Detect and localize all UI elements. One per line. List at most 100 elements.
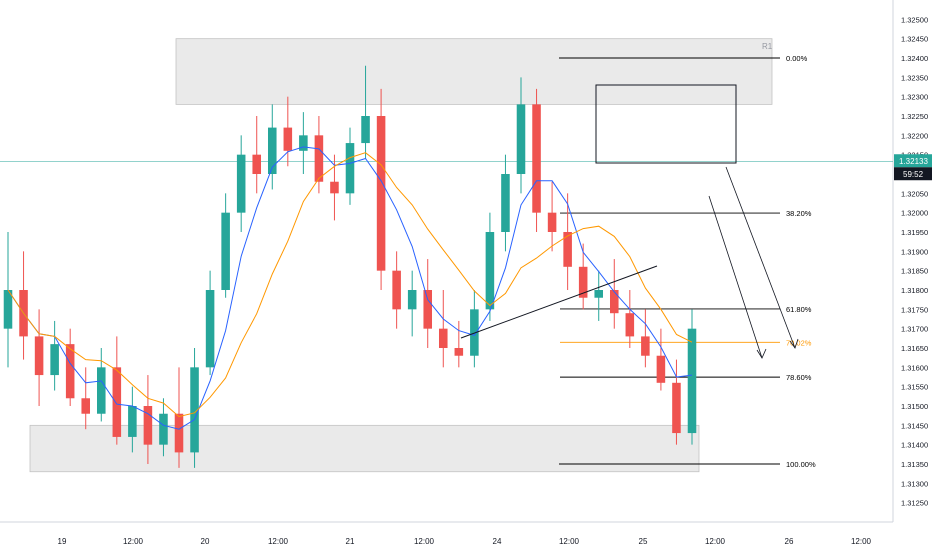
candle-body	[547, 212, 557, 232]
y-tick-label: 1.32350	[901, 73, 928, 82]
candle-body	[687, 328, 697, 434]
candle-body	[252, 154, 262, 174]
fib-level-label: 61.80%	[786, 305, 812, 314]
y-tick-label: 1.31400	[901, 441, 928, 450]
y-tick-label: 1.31600	[901, 363, 928, 372]
y-tick-label: 1.31800	[901, 286, 928, 295]
candle-body	[485, 232, 495, 310]
candle-body	[65, 344, 75, 399]
candle-body	[221, 212, 230, 290]
y-tick-label: 1.32200	[901, 131, 928, 140]
x-tick-label: 26	[785, 537, 794, 546]
y-tick-label: 1.31850	[901, 267, 928, 276]
candle-body	[330, 181, 339, 194]
candle-body	[532, 104, 541, 213]
y-tick-label: 1.31650	[901, 344, 928, 353]
candle-body	[361, 116, 370, 144]
x-tick-label: 12:00	[559, 537, 580, 546]
projection-arrow-line	[708, 195, 763, 359]
y-tick-label: 1.32400	[901, 54, 928, 63]
candle-body	[174, 413, 184, 453]
x-tick-label: 25	[639, 537, 648, 546]
y-tick-label: 1.31500	[901, 402, 928, 411]
candle-body	[376, 116, 386, 271]
fib-level-label: 38.20%	[786, 209, 812, 218]
y-tick-label: 1.32000	[901, 209, 928, 218]
candle-body	[267, 127, 277, 174]
trend-line	[460, 265, 658, 339]
fib-level-label: 70.02%	[786, 338, 812, 347]
current-price-label: 1.32133	[899, 157, 928, 166]
projection-arrow-line	[725, 166, 796, 349]
moving-average-fast	[7, 146, 693, 430]
candle-body	[438, 328, 448, 348]
candle-body	[128, 406, 137, 437]
y-tick-label: 1.31950	[901, 228, 928, 237]
candle-body	[143, 406, 153, 445]
countdown-label: 59:52	[903, 170, 924, 179]
candle-body	[3, 290, 13, 329]
candle-body	[34, 336, 44, 376]
candle-body	[407, 290, 417, 310]
y-tick-label: 1.31750	[901, 305, 928, 314]
candle-body	[423, 290, 433, 329]
candle-body	[578, 266, 588, 298]
pivot-label: R1	[762, 42, 773, 51]
candle-body	[672, 382, 681, 434]
y-tick-label: 1.31450	[901, 421, 928, 430]
candle-body	[609, 290, 619, 314]
x-tick-label: 12:00	[268, 537, 289, 546]
y-tick-label: 1.31250	[901, 499, 928, 508]
x-tick-label: 12:00	[414, 537, 435, 546]
fib-level-label: 78.60%	[786, 373, 812, 382]
projection-arrow-head	[789, 338, 799, 349]
candle-body	[112, 367, 122, 437]
candle-body	[205, 290, 215, 368]
x-tick-label: 12:00	[123, 537, 144, 546]
candle-body	[501, 174, 510, 232]
candle-body	[516, 104, 526, 174]
x-tick-label: 21	[346, 537, 355, 546]
candle-body	[96, 367, 106, 414]
candle-body	[190, 367, 199, 453]
candle-body	[563, 232, 572, 267]
x-tick-label: 12:00	[705, 537, 726, 546]
candle-body	[625, 313, 635, 337]
x-tick-label: 24	[493, 537, 502, 546]
resistance-zone	[175, 38, 773, 105]
x-tick-label: 20	[201, 537, 210, 546]
candle-body	[392, 270, 401, 310]
candle-body	[50, 344, 59, 376]
x-tick-label: 12:00	[851, 537, 872, 546]
y-tick-label: 1.32500	[901, 15, 928, 24]
fib-level-label: 0.00%	[786, 54, 808, 63]
projection-arrow-head	[756, 348, 767, 359]
fib-level-label: 100.00%	[786, 460, 816, 469]
y-tick-label: 1.31700	[901, 325, 928, 334]
candle-body	[656, 355, 666, 383]
y-tick-label: 1.31350	[901, 460, 928, 469]
y-tick-label: 1.31550	[901, 383, 928, 392]
candle-body	[236, 154, 246, 213]
y-tick-label: 1.32450	[901, 35, 928, 44]
candle-body	[81, 398, 91, 414]
candle-body	[299, 135, 308, 151]
candle-body	[641, 336, 650, 356]
y-tick-label: 1.32050	[901, 189, 928, 198]
y-tick-label: 1.31900	[901, 247, 928, 256]
candle-body	[159, 413, 168, 445]
consolidation-box	[595, 84, 737, 164]
y-tick-label: 1.32300	[901, 93, 928, 102]
candle-body	[470, 309, 479, 356]
current-price-tag	[894, 154, 932, 168]
candle-body	[345, 143, 355, 194]
moving-average-slow	[7, 152, 693, 418]
candle-body	[594, 290, 604, 298]
x-tick-label: 19	[58, 537, 67, 546]
candle-body	[454, 348, 464, 356]
countdown-tag	[894, 167, 932, 181]
y-tick-label: 1.32250	[901, 112, 928, 121]
candle-body	[283, 127, 293, 151]
